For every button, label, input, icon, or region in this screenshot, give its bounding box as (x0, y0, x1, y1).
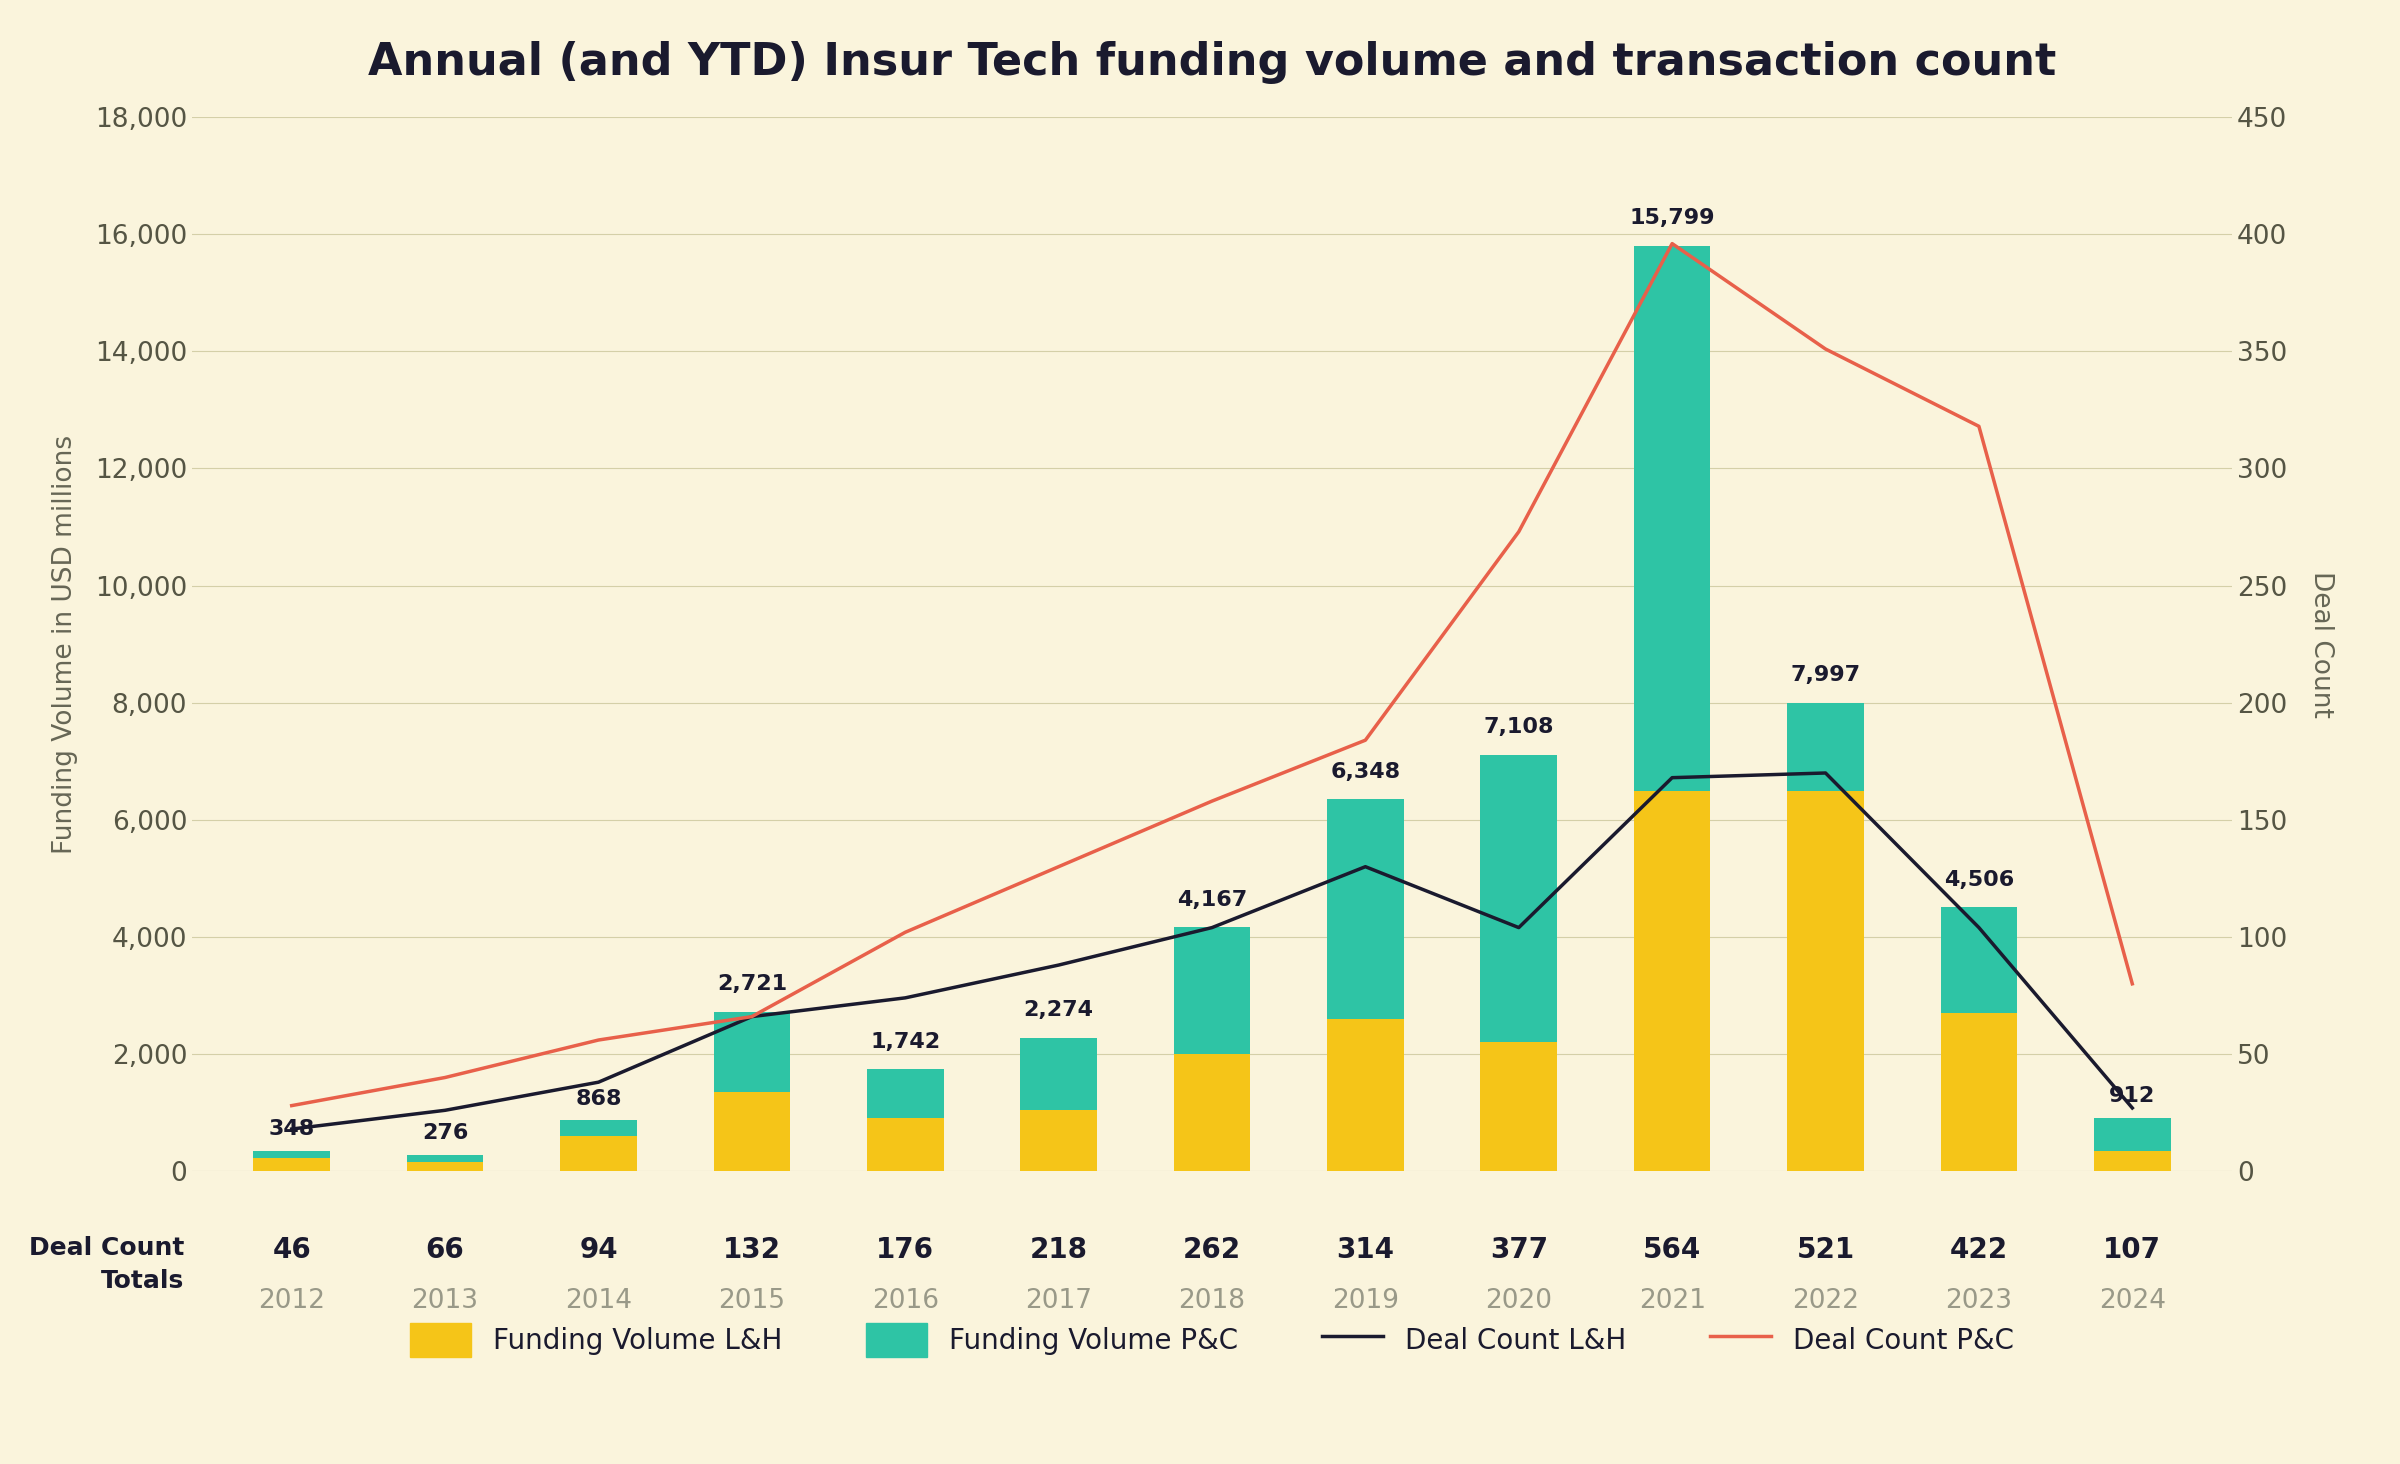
Y-axis label: Funding Volume in USD millions: Funding Volume in USD millions (53, 435, 79, 854)
Text: 2019: 2019 (1332, 1288, 1399, 1315)
Bar (866, 1118, 943, 1171)
Text: 176: 176 (876, 1236, 934, 1263)
Bar (866, 1069, 943, 1118)
Text: 2015: 2015 (718, 1288, 785, 1315)
Text: 276: 276 (422, 1123, 468, 1143)
Bar (713, 1092, 790, 1171)
Text: 2022: 2022 (1793, 1288, 1860, 1315)
Text: 107: 107 (2102, 1236, 2162, 1263)
Text: 314: 314 (1337, 1236, 1394, 1263)
Bar (1942, 908, 2018, 1013)
Bar (1634, 791, 1711, 1171)
Text: 66: 66 (425, 1236, 466, 1263)
Text: Deal Count
Totals: Deal Count Totals (29, 1236, 185, 1293)
Bar (2093, 1118, 2170, 1151)
Bar (1020, 1110, 1097, 1171)
Bar (254, 1151, 331, 1158)
Text: 1,742: 1,742 (871, 1032, 941, 1051)
Text: 132: 132 (722, 1236, 780, 1263)
Text: 7,108: 7,108 (1483, 717, 1555, 738)
Bar (1327, 799, 1404, 1019)
Text: 7,997: 7,997 (1790, 665, 1860, 685)
Bar (2093, 1151, 2170, 1171)
Bar (559, 1136, 636, 1171)
Bar (1788, 791, 1865, 1171)
Text: 2,274: 2,274 (1025, 1000, 1094, 1020)
Text: 2020: 2020 (1486, 1288, 1553, 1315)
Text: 6,348: 6,348 (1330, 761, 1402, 782)
Text: 46: 46 (271, 1236, 312, 1263)
Bar (254, 1158, 331, 1171)
Text: 2024: 2024 (2100, 1288, 2165, 1315)
Legend: Funding Volume L&H, Funding Volume P&C, Deal Count L&H, Deal Count P&C: Funding Volume L&H, Funding Volume P&C, … (398, 1312, 2026, 1369)
Text: 4,506: 4,506 (1944, 870, 2014, 890)
Text: 868: 868 (576, 1089, 622, 1108)
Bar (1634, 246, 1711, 791)
Text: 15,799: 15,799 (1630, 208, 1716, 228)
Bar (1481, 1042, 1558, 1171)
Bar (1020, 1038, 1097, 1110)
Text: 2013: 2013 (410, 1288, 478, 1315)
Text: 521: 521 (1798, 1236, 1855, 1263)
Text: 422: 422 (1949, 1236, 2009, 1263)
Text: 218: 218 (1030, 1236, 1087, 1263)
Text: 2018: 2018 (1178, 1288, 1246, 1315)
Text: 377: 377 (1490, 1236, 1548, 1263)
Text: 94: 94 (578, 1236, 617, 1263)
Text: 912: 912 (2110, 1086, 2155, 1107)
Text: 2016: 2016 (871, 1288, 938, 1315)
Bar (406, 1155, 482, 1162)
Bar (1174, 927, 1250, 1054)
Y-axis label: Deal Count: Deal Count (2309, 571, 2333, 717)
Text: 2012: 2012 (259, 1288, 324, 1315)
Text: 2023: 2023 (1946, 1288, 2014, 1315)
Bar (559, 1120, 636, 1136)
Bar (1942, 1013, 2018, 1171)
Text: 2,721: 2,721 (718, 974, 787, 994)
Bar (1481, 755, 1558, 1042)
Bar (713, 1012, 790, 1092)
Text: 564: 564 (1644, 1236, 1702, 1263)
Text: 2021: 2021 (1639, 1288, 1706, 1315)
Text: 348: 348 (269, 1118, 314, 1139)
Bar (1174, 1054, 1250, 1171)
Text: 4,167: 4,167 (1176, 890, 1248, 909)
Title: Annual (and YTD) Insur Tech funding volume and transaction count: Annual (and YTD) Insur Tech funding volu… (367, 41, 2057, 85)
Text: 262: 262 (1183, 1236, 1241, 1263)
Bar (406, 1162, 482, 1171)
Text: 2017: 2017 (1025, 1288, 1092, 1315)
Text: 2014: 2014 (564, 1288, 631, 1315)
Bar (1788, 703, 1865, 791)
Bar (1327, 1019, 1404, 1171)
